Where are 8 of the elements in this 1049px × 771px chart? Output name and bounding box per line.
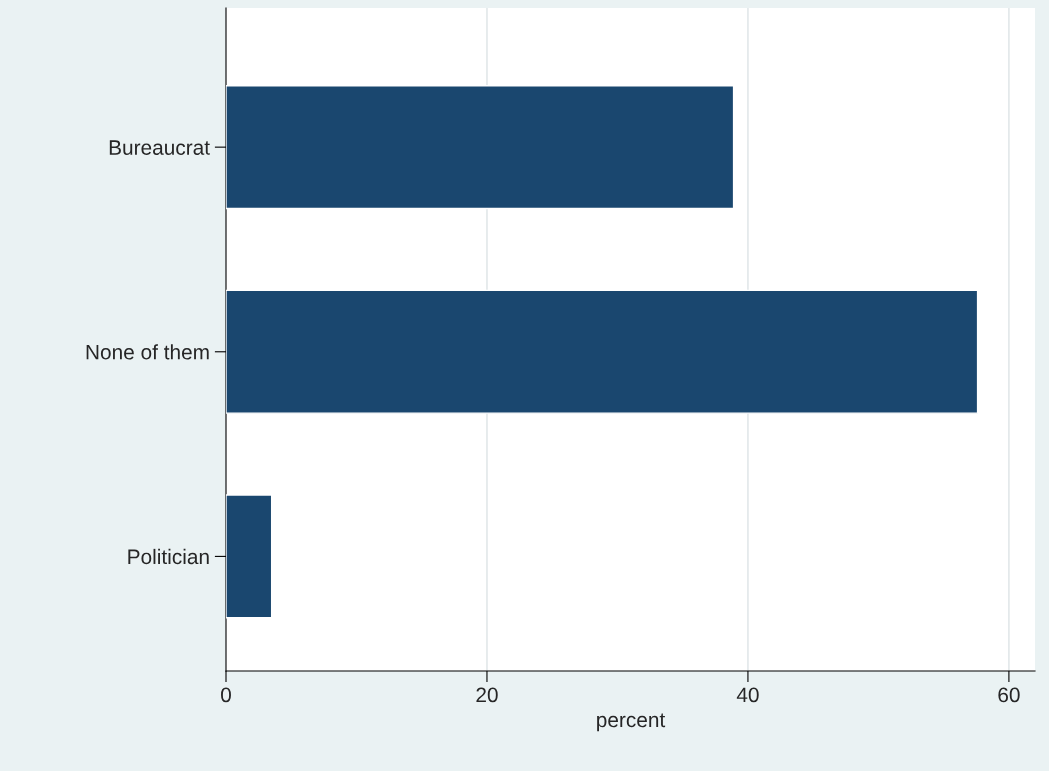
y-tick-label: Politician	[128, 548, 209, 565]
x-tick-label: 60	[998, 687, 1020, 703]
x-tick-label: 40	[736, 687, 759, 703]
x-tick-label: 0	[221, 687, 231, 703]
x-tick-label: 20	[476, 687, 498, 703]
y-tick-label: Bureaucrat	[109, 140, 210, 155]
y-tick-label: None of them	[86, 344, 209, 360]
x-axis-title: percent	[597, 713, 666, 732]
